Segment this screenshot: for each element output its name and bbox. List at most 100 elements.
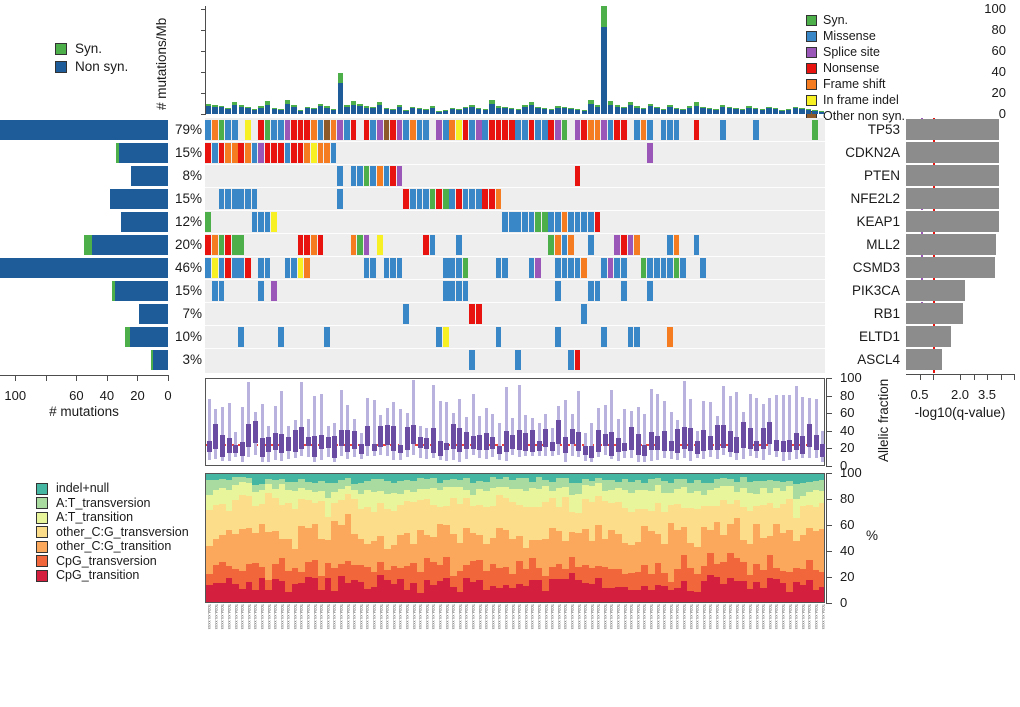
oncoprint-cell[interactable] — [469, 303, 475, 324]
oncoprint-cell[interactable] — [264, 119, 271, 140]
oncoprint-cell[interactable] — [442, 188, 449, 209]
oncoprint-cell[interactable] — [469, 119, 475, 140]
oncoprint-cell[interactable] — [634, 234, 640, 255]
oncoprint-cell[interactable] — [370, 257, 377, 278]
oncoprint-cell[interactable] — [231, 142, 238, 163]
oncoprint-cell[interactable] — [376, 165, 383, 186]
oncoprint-cell[interactable] — [574, 119, 581, 140]
oncoprint-cell[interactable] — [660, 257, 667, 278]
gene-name-label[interactable]: PIK3CA — [851, 283, 900, 298]
oncoprint-cell[interactable] — [555, 234, 561, 255]
oncoprint-cell[interactable] — [337, 165, 344, 186]
oncoprint-cell[interactable] — [561, 211, 568, 232]
oncoprint-cell[interactable] — [449, 257, 456, 278]
oncoprint-cell[interactable] — [251, 188, 258, 209]
oncoprint-cell[interactable] — [680, 257, 687, 278]
oncoprint-cell[interactable] — [449, 119, 456, 140]
gene-name-label[interactable]: MLL2 — [866, 237, 900, 252]
oncoprint-cell[interactable] — [363, 119, 370, 140]
oncoprint-cell[interactable] — [337, 188, 344, 209]
oncoprint-cell[interactable] — [528, 119, 535, 140]
oncoprint-cell[interactable] — [647, 119, 654, 140]
oncoprint-cell[interactable] — [475, 119, 482, 140]
oncoprint-cell[interactable] — [238, 234, 245, 255]
oncoprint-cell[interactable] — [251, 142, 258, 163]
oncoprint-cell[interactable] — [581, 119, 588, 140]
oncoprint-cell[interactable] — [719, 119, 726, 140]
oncoprint-cell[interactable] — [245, 188, 251, 209]
oncoprint-cell[interactable] — [673, 119, 680, 140]
oncoprint-cell[interactable] — [429, 234, 436, 255]
oncoprint-cell[interactable] — [271, 211, 278, 232]
oncoprint-cell[interactable] — [436, 119, 442, 140]
oncoprint-cell[interactable] — [363, 165, 370, 186]
oncoprint-cell[interactable] — [522, 119, 528, 140]
oncoprint-cell[interactable] — [416, 188, 423, 209]
oncoprint-cell[interactable] — [245, 142, 251, 163]
oncoprint-cell[interactable] — [258, 257, 264, 278]
oncoprint-cell[interactable] — [462, 119, 469, 140]
oncoprint-cell[interactable] — [225, 188, 231, 209]
oncoprint-cell[interactable] — [416, 119, 423, 140]
oncoprint-cell[interactable] — [423, 188, 429, 209]
oncoprint-cell[interactable] — [212, 234, 218, 255]
oncoprint-cell[interactable] — [205, 257, 212, 278]
oncoprint-cell[interactable] — [251, 211, 258, 232]
oncoprint-cell[interactable] — [469, 349, 475, 370]
oncoprint-cell[interactable] — [574, 165, 581, 186]
oncoprint-cell[interactable] — [258, 142, 264, 163]
oncoprint-cell[interactable] — [304, 119, 311, 140]
oncoprint-matrix[interactable] — [205, 118, 825, 373]
oncoprint-cell[interactable] — [588, 119, 594, 140]
oncoprint-cell[interactable] — [555, 257, 561, 278]
oncoprint-cell[interactable] — [271, 119, 278, 140]
oncoprint-cell[interactable] — [390, 165, 396, 186]
oncoprint-cell[interactable] — [423, 234, 429, 255]
oncoprint-cell[interactable] — [304, 257, 311, 278]
oncoprint-cell[interactable] — [212, 142, 218, 163]
oncoprint-cell[interactable] — [218, 257, 225, 278]
oncoprint-cell[interactable] — [396, 257, 403, 278]
oncoprint-cell[interactable] — [231, 234, 238, 255]
oncoprint-cell[interactable] — [324, 119, 330, 140]
oncoprint-cell[interactable] — [647, 280, 654, 301]
oncoprint-cell[interactable] — [383, 119, 390, 140]
oncoprint-cell[interactable] — [245, 119, 251, 140]
oncoprint-cell[interactable] — [640, 257, 647, 278]
oncoprint-cell[interactable] — [594, 211, 601, 232]
oncoprint-cell[interactable] — [594, 280, 601, 301]
oncoprint-cell[interactable] — [297, 119, 304, 140]
oncoprint-cell[interactable] — [343, 119, 350, 140]
oncoprint-cell[interactable] — [561, 234, 568, 255]
oncoprint-cell[interactable] — [238, 188, 245, 209]
oncoprint-cell[interactable] — [561, 257, 568, 278]
oncoprint-cell[interactable] — [588, 234, 594, 255]
oncoprint-cell[interactable] — [482, 119, 489, 140]
oncoprint-cell[interactable] — [495, 119, 502, 140]
oncoprint-cell[interactable] — [271, 280, 278, 301]
oncoprint-cell[interactable] — [409, 119, 416, 140]
oncoprint-cell[interactable] — [601, 326, 607, 347]
oncoprint-cell[interactable] — [218, 142, 225, 163]
oncoprint-cell[interactable] — [317, 119, 324, 140]
oncoprint-cell[interactable] — [561, 119, 568, 140]
oncoprint-cell[interactable] — [568, 257, 574, 278]
oncoprint-cell[interactable] — [555, 280, 561, 301]
oncoprint-cell[interactable] — [601, 257, 607, 278]
oncoprint-cell[interactable] — [396, 119, 403, 140]
oncoprint-cell[interactable] — [673, 257, 680, 278]
oncoprint-cell[interactable] — [376, 119, 383, 140]
oncoprint-cell[interactable] — [291, 142, 297, 163]
oncoprint-cell[interactable] — [370, 165, 377, 186]
gene-name-label[interactable]: ELTD1 — [858, 329, 900, 344]
oncoprint-cell[interactable] — [231, 119, 238, 140]
oncoprint-cell[interactable] — [357, 165, 363, 186]
oncoprint-cell[interactable] — [581, 257, 588, 278]
oncoprint-cell[interactable] — [495, 188, 502, 209]
oncoprint-cell[interactable] — [627, 234, 634, 255]
oncoprint-cell[interactable] — [456, 280, 462, 301]
oncoprint-cell[interactable] — [555, 119, 561, 140]
oncoprint-cell[interactable] — [462, 188, 469, 209]
oncoprint-cell[interactable] — [541, 119, 548, 140]
oncoprint-cell[interactable] — [693, 234, 700, 255]
